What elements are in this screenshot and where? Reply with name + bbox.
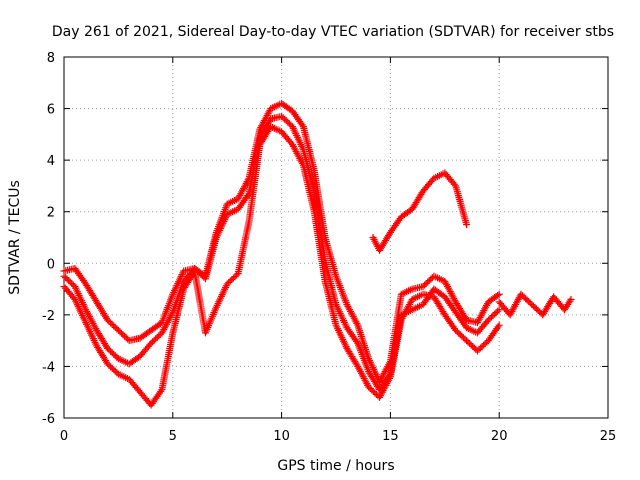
x-tick-label: 5 bbox=[169, 429, 177, 444]
chart-title: Day 261 of 2021, Sidereal Day-to-day VTE… bbox=[52, 24, 614, 40]
data-point-markers bbox=[60, 123, 503, 409]
y-tick-label: -6 bbox=[42, 412, 55, 427]
y-tick-label: 6 bbox=[47, 103, 55, 118]
plot-frame bbox=[63, 56, 609, 419]
data-marks bbox=[60, 99, 575, 409]
y-tick-label: 2 bbox=[47, 206, 55, 221]
x-axis-title: GPS time / hours bbox=[277, 458, 394, 474]
series-track-4 bbox=[369, 169, 471, 254]
series-track-1 bbox=[60, 99, 503, 386]
series-track-2 bbox=[60, 123, 503, 409]
grid-lines bbox=[64, 57, 608, 418]
axis-ticks: 0 5 10 15 20 25 -6 -4 -2 0 2 4 6 8 bbox=[42, 51, 616, 444]
y-tick-label: 8 bbox=[47, 51, 55, 66]
y-axis-title: SDTVAR / TECUs bbox=[7, 180, 23, 295]
x-tick-label: 15 bbox=[382, 429, 399, 444]
y-tick-label: 4 bbox=[47, 154, 55, 169]
data-point-markers bbox=[495, 290, 575, 319]
x-tick-label: 10 bbox=[273, 429, 290, 444]
x-tick-label: 25 bbox=[600, 429, 617, 444]
y-tick-label: -4 bbox=[42, 360, 55, 375]
data-point-markers bbox=[369, 169, 471, 254]
x-tick-label: 20 bbox=[491, 429, 508, 444]
series-track-5 bbox=[495, 290, 575, 319]
data-point-markers bbox=[60, 112, 503, 394]
y-tick-label: -2 bbox=[42, 309, 55, 324]
data-point-markers bbox=[60, 99, 503, 386]
series-track-3 bbox=[60, 112, 503, 394]
y-tick-label: 0 bbox=[47, 257, 55, 272]
x-tick-label: 0 bbox=[60, 429, 68, 444]
